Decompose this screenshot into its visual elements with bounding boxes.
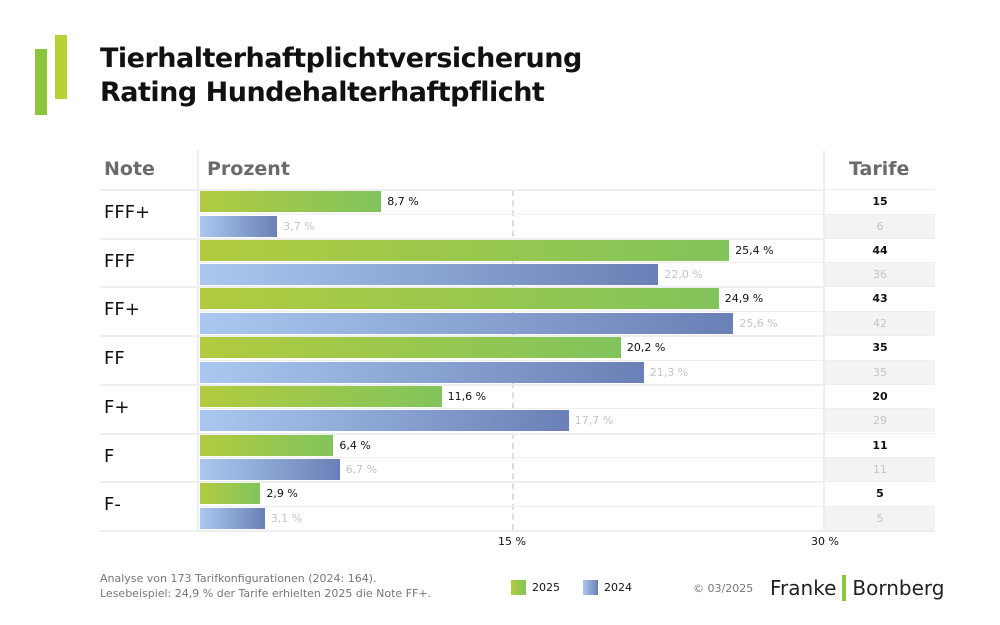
divider [197,150,199,530]
data-label: 2,9 % [266,487,298,501]
data-label: 20,2 % [626,341,666,355]
header-note: Note [104,158,155,180]
tarife-count: 20 [825,384,935,408]
tarife-count: 35 [825,336,935,360]
tick-label: 15 % [498,535,526,548]
bar-2025 [200,191,382,212]
category-label: FF+ [104,299,140,321]
category-label: FFF [104,250,136,272]
tarife-count: 43 [825,287,935,311]
brand-logo: Franke Bornberg [770,575,944,601]
legend-label: 2025 [532,581,560,594]
bar-2025 [200,288,719,310]
data-label: 17,7 % [574,414,614,428]
footnote-line: Lesebeispiel: 24,9 % der Tarife erhielte… [100,587,432,600]
data-label: 21,3 % [649,365,689,379]
bar-2024 [200,215,278,237]
category-label: FFF+ [104,202,151,223]
data-label: 11,6 % [447,389,487,403]
tarife-count: 44 [825,238,935,262]
row-divider [200,359,935,361]
tarife-count: 36 [825,263,935,287]
data-label: 25,4 % [735,243,774,257]
data-label: 8,7 % [387,195,419,208]
bar-2025 [200,434,334,456]
row-divider [100,529,935,532]
data-label: 6,4 % [339,438,371,452]
page-title: Tierhalterhaftplichtversicherung Rating … [100,42,582,110]
footnote: Analyse von 173 Tarifkonfigurationen (20… [100,571,431,601]
row-divider [100,481,935,484]
bar-2024 [200,459,340,480]
footnote-line: Analyse von 173 Tarifkonfigurationen (20… [100,572,377,585]
row-divider [200,457,935,458]
category-label: FF [104,348,125,370]
title-line-1: Tierhalterhaftplichtversicherung [100,43,582,74]
bar-2024 [200,264,659,286]
tarife-count: 29 [825,409,935,433]
tarife-count: 15 [825,190,935,213]
title-line-2: Rating Hundehalterhaftpflicht [100,77,545,108]
data-label: 24,9 % [724,292,764,306]
data-label: 3,7 % [283,219,315,233]
row-divider [200,505,935,507]
row-divider [200,310,935,312]
tick-label: 30 % [811,535,839,548]
data-label: 25,6 % [739,316,778,330]
divider [823,150,825,530]
category-label: F- [104,494,121,516]
header-percent: Prozent [207,158,290,180]
bar-2024 [200,410,569,432]
row-divider [100,286,935,289]
tarife-count: 35 [825,360,935,384]
bar-2025 [200,483,261,505]
legend-swatch [583,580,598,595]
bar-2024 [200,507,265,529]
tarife-count: 11 [825,433,935,457]
category-label: F+ [104,396,130,418]
bar-2024 [200,312,734,334]
legend-item-2025: 2025 [511,580,560,595]
header-tarife: Tarife [849,158,910,180]
tarife-count: 11 [825,458,935,481]
data-label: 22,0 % [664,268,703,282]
data-label: 3,1 % [270,511,303,525]
bar-2025 [200,337,621,359]
category-label: F [104,445,115,467]
tarife-count: 42 [825,311,935,335]
bar-2025 [200,385,442,407]
legend-item-2024: 2024 [583,580,632,595]
row-divider [100,335,935,338]
brand-right: Bornberg [852,576,945,600]
brand-bar-icon [842,575,847,601]
row-divider [200,262,935,264]
tarife-count: 5 [825,482,935,506]
bar-2024 [200,361,644,383]
logo-icon [35,35,70,115]
brand-left: Franke [770,576,837,600]
tarife-count: 5 [825,506,935,530]
row-divider [100,189,935,191]
legend-label: 2024 [604,581,632,594]
row-divider [200,408,935,410]
bar-2025 [200,239,730,261]
copyright: © 03/2025 [693,582,754,595]
row-divider [100,383,935,386]
row-divider [100,432,935,435]
tarife-count: 6 [825,214,935,238]
row-divider [200,213,935,215]
legend-swatch [511,580,526,595]
row-divider [100,237,935,240]
data-label: 6,7 % [345,463,378,476]
